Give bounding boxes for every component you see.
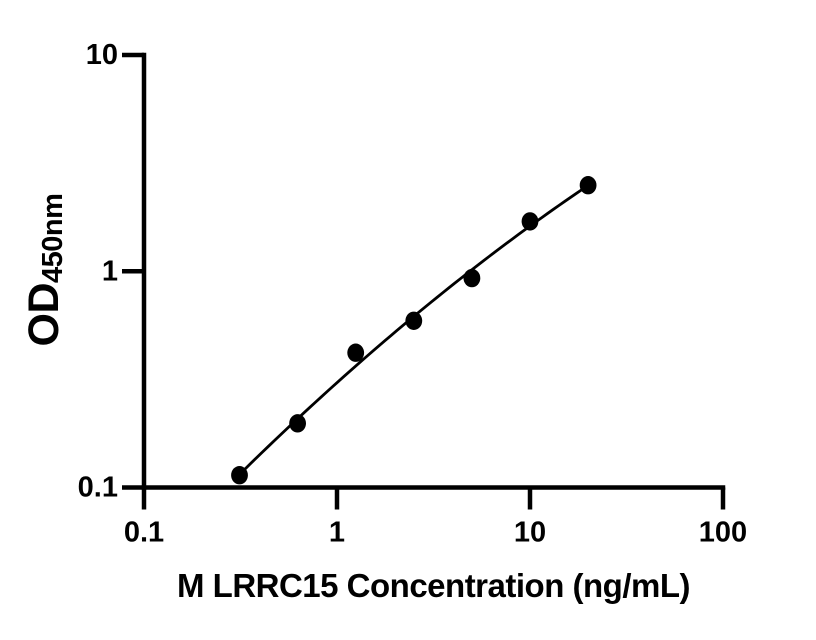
y-axis-title-subscript: 450nm (37, 193, 69, 283)
x-tick-label-1: 1 (329, 517, 345, 549)
y-tick-label-0.1: 0.1 (78, 472, 118, 504)
x-tick-label-0.1: 0.1 (124, 517, 164, 549)
y-tick-label-10: 10 (86, 39, 118, 71)
data-point-6 (521, 212, 539, 231)
y-axis-title-main: OD (20, 282, 68, 347)
data-point-4 (405, 311, 423, 330)
data-point-1 (231, 465, 248, 485)
data-point-3 (347, 343, 365, 362)
data-point-2 (289, 414, 306, 433)
y-tick-label-1: 1 (102, 255, 118, 287)
y-axis-title: OD 450nm (20, 120, 72, 420)
x-tick-label-100: 100 (699, 517, 747, 549)
data-point-5 (463, 268, 481, 288)
x-axis-title: M LRRC15 Concentration (ng/mL) (177, 567, 690, 604)
x-tick-label-10: 10 (514, 517, 546, 549)
data-point-7 (579, 176, 597, 195)
